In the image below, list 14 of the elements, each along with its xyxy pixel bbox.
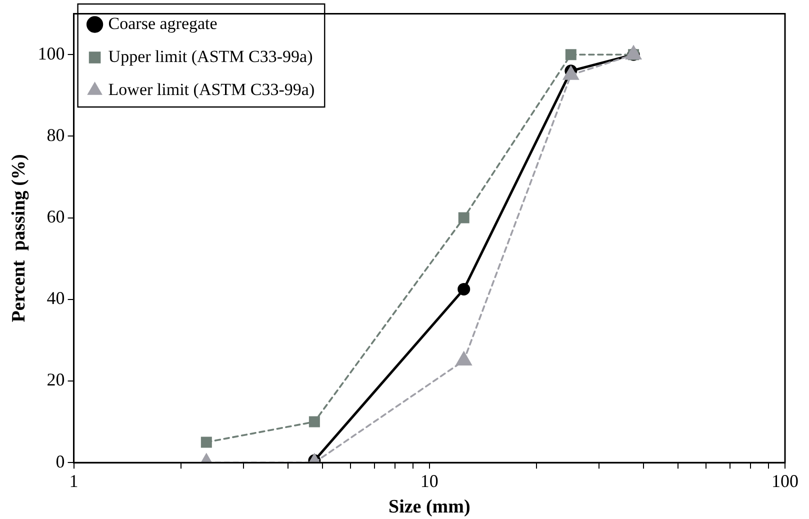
legend-label: Coarse agregate bbox=[108, 14, 218, 33]
legend-label: Upper limit (ASTM C33-99a) bbox=[108, 46, 313, 66]
x-tick-label: 1 bbox=[69, 471, 78, 492]
y-axis-title: Percent passing (%) bbox=[8, 154, 30, 322]
y-tick-label: 100 bbox=[38, 43, 65, 64]
x-tick-label: 100 bbox=[772, 471, 798, 492]
y-tick-label: 0 bbox=[56, 451, 65, 472]
x-axis-title: Size (mm) bbox=[388, 496, 470, 518]
x-tick-label: 10 bbox=[420, 471, 438, 492]
y-tick-label: 60 bbox=[46, 206, 65, 227]
y-tick-label: 20 bbox=[46, 370, 65, 390]
legend-label: Lower limit (ASTM C33-99a) bbox=[108, 80, 315, 99]
y-tick-label: 80 bbox=[46, 124, 65, 145]
y-tick-label: 40 bbox=[46, 288, 65, 308]
